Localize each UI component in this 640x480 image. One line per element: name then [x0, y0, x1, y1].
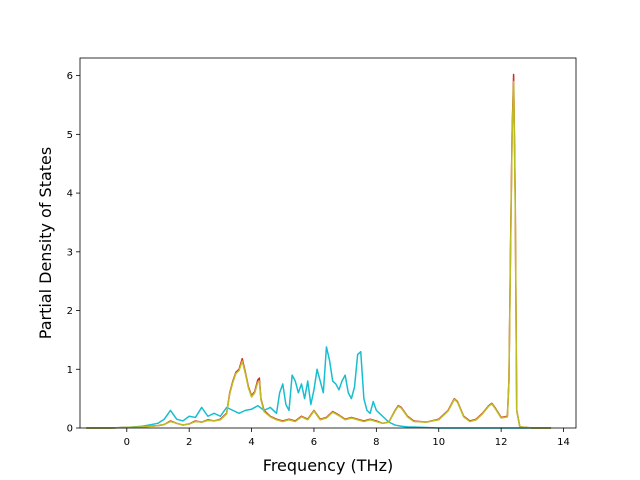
x-tick-label: 8: [373, 437, 379, 448]
x-tick-label: 6: [311, 437, 317, 448]
y-tick-label: 2: [67, 306, 73, 317]
y-tick-label: 0: [67, 424, 73, 435]
x-axis-label: Frequency (THz): [263, 456, 393, 475]
y-tick-label: 4: [67, 189, 73, 200]
x-tick-label: 10: [432, 437, 445, 448]
x-tick-label: 12: [495, 437, 508, 448]
x-tick-label: 2: [186, 437, 192, 448]
x-tick-label: 14: [557, 437, 570, 448]
series-layer: [86, 73, 552, 429]
y-tick-label: 3: [67, 247, 73, 258]
series-line-2: [86, 346, 552, 429]
series-line-3: [86, 80, 552, 429]
y-axis: 0 1 2 3 4 5 6: [67, 71, 80, 435]
y-axis-label: Partial Density of States: [36, 147, 55, 339]
x-tick-label: 4: [248, 437, 254, 448]
plot-background: [80, 58, 576, 428]
plot-frame: [79, 57, 577, 429]
y-tick-label: 5: [67, 130, 73, 141]
y-tick-label: 6: [67, 71, 73, 82]
x-tick-label: 0: [124, 437, 130, 448]
y-tick-label: 1: [67, 365, 73, 376]
x-axis: 0 2 4 6 8 10 12 14: [124, 428, 570, 448]
